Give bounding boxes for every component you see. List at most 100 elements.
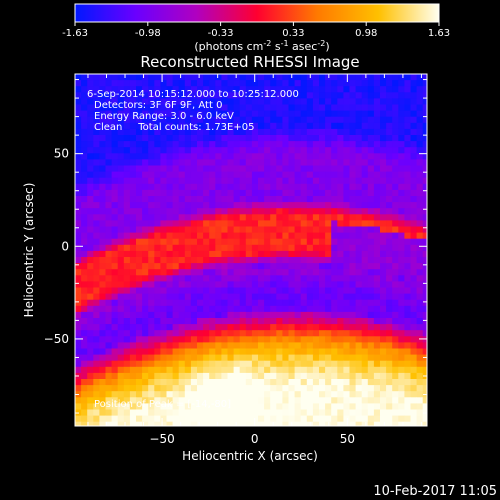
heatmap-cell xyxy=(178,281,186,288)
heatmap-cell xyxy=(373,403,381,410)
heatmap-cell xyxy=(337,153,344,160)
heatmap-cell xyxy=(264,281,271,288)
heatmap-cell xyxy=(306,360,314,368)
heatmap-cell xyxy=(312,318,320,325)
heatmap-cell xyxy=(331,263,338,270)
heatmap-cell xyxy=(105,318,112,325)
heatmap-cell xyxy=(380,92,387,99)
heatmap-cell xyxy=(81,372,88,380)
heatmap-cell xyxy=(349,366,356,374)
heatmap-cell xyxy=(197,263,204,270)
heatmap-cell xyxy=(355,263,363,270)
heatmap-cell xyxy=(386,330,393,337)
heatmap-cell xyxy=(373,135,381,142)
heatmap-cell xyxy=(380,238,387,246)
heatmap-cell xyxy=(288,330,295,337)
heatmap-cell xyxy=(136,189,143,197)
heatmap-cell xyxy=(129,202,137,209)
heatmap-cell xyxy=(148,311,155,319)
heatmap-cell xyxy=(239,147,247,154)
heatmap-cell xyxy=(184,354,192,362)
heatmap-cell xyxy=(373,183,381,191)
heatmap-cell xyxy=(209,238,216,246)
heatmap-cell xyxy=(282,415,289,423)
heatmap-cell xyxy=(343,305,350,313)
heatmap-cell xyxy=(276,214,283,221)
heatmap-cell xyxy=(75,385,82,392)
heatmap-cell xyxy=(215,281,222,288)
heatmap-cell xyxy=(227,372,234,380)
heatmap-cell xyxy=(422,275,427,282)
heatmap-cell xyxy=(233,360,241,368)
heatmap-cell xyxy=(99,92,106,99)
heatmap-cell xyxy=(142,385,149,392)
heatmap-cell xyxy=(197,330,204,337)
heatmap-cell xyxy=(227,250,234,258)
heatmap-cell xyxy=(148,263,155,270)
heatmap-cell xyxy=(361,177,369,185)
heatmap-cell xyxy=(136,122,143,130)
heatmap-cell xyxy=(373,287,381,294)
heatmap-cell xyxy=(215,360,222,368)
heatmap-cell xyxy=(209,421,216,426)
heatmap-cell xyxy=(227,366,234,374)
heatmap-cell xyxy=(264,208,271,215)
heatmap-cell xyxy=(184,269,192,276)
heatmap-cell xyxy=(154,147,161,154)
heatmap-cell xyxy=(386,147,393,154)
heatmap-cell xyxy=(166,269,173,276)
heatmap-cell xyxy=(343,208,350,215)
heatmap-cell xyxy=(373,360,381,368)
heatmap-cell xyxy=(410,141,417,148)
heatmap-cell xyxy=(294,421,302,426)
heatmap-cell xyxy=(81,86,88,93)
heatmap-cell xyxy=(416,80,424,87)
heatmap-cell xyxy=(105,263,112,270)
heatmap-cell xyxy=(398,208,405,215)
heatmap-cell xyxy=(178,330,186,337)
heatmap-cell xyxy=(148,348,155,355)
heatmap-cell xyxy=(93,122,100,130)
heatmap-cell xyxy=(294,104,302,111)
heatmap-cell xyxy=(245,122,253,130)
heatmap-cell xyxy=(264,311,271,319)
heatmap-cell xyxy=(99,80,106,87)
heatmap-cell xyxy=(215,165,222,172)
heatmap-cell xyxy=(136,409,143,416)
heatmap-cell xyxy=(380,311,387,319)
heatmap-cell xyxy=(416,336,424,343)
heatmap-cell xyxy=(117,232,125,240)
heatmap-cell xyxy=(93,98,100,105)
heatmap-cell xyxy=(221,86,228,93)
heatmap-cell xyxy=(233,281,241,288)
heatmap-cell xyxy=(117,147,125,154)
heatmap-cell xyxy=(93,299,100,307)
heatmap-cell xyxy=(404,275,411,282)
heatmap-cell xyxy=(398,421,405,426)
heatmap-cell xyxy=(312,177,320,185)
heatmap-cell xyxy=(367,177,375,185)
heatmap-cell xyxy=(331,128,338,136)
heatmap-cell xyxy=(227,226,234,233)
heatmap-cell xyxy=(197,366,204,374)
heatmap-cell xyxy=(184,403,192,410)
heatmap-cell xyxy=(160,159,167,166)
heatmap-cell xyxy=(117,379,125,386)
heatmap-cell xyxy=(398,147,405,154)
heatmap-cell xyxy=(367,238,375,246)
colorbar-tick-label: -0.33 xyxy=(208,28,234,39)
heatmap-cell xyxy=(111,116,119,124)
heatmap-cell xyxy=(184,226,192,233)
heatmap-cell xyxy=(142,171,149,179)
heatmap-cell xyxy=(197,92,204,99)
heatmap-cell xyxy=(398,122,405,130)
heatmap-cell xyxy=(75,360,82,368)
heatmap-cell xyxy=(233,208,241,215)
heatmap-cell xyxy=(215,385,222,392)
heatmap-cell xyxy=(331,348,338,355)
heatmap-cell xyxy=(245,421,253,426)
heatmap-cell xyxy=(227,74,234,81)
heatmap-cell xyxy=(367,336,375,343)
heatmap-cell xyxy=(270,232,277,240)
heatmap-cell xyxy=(337,342,344,349)
